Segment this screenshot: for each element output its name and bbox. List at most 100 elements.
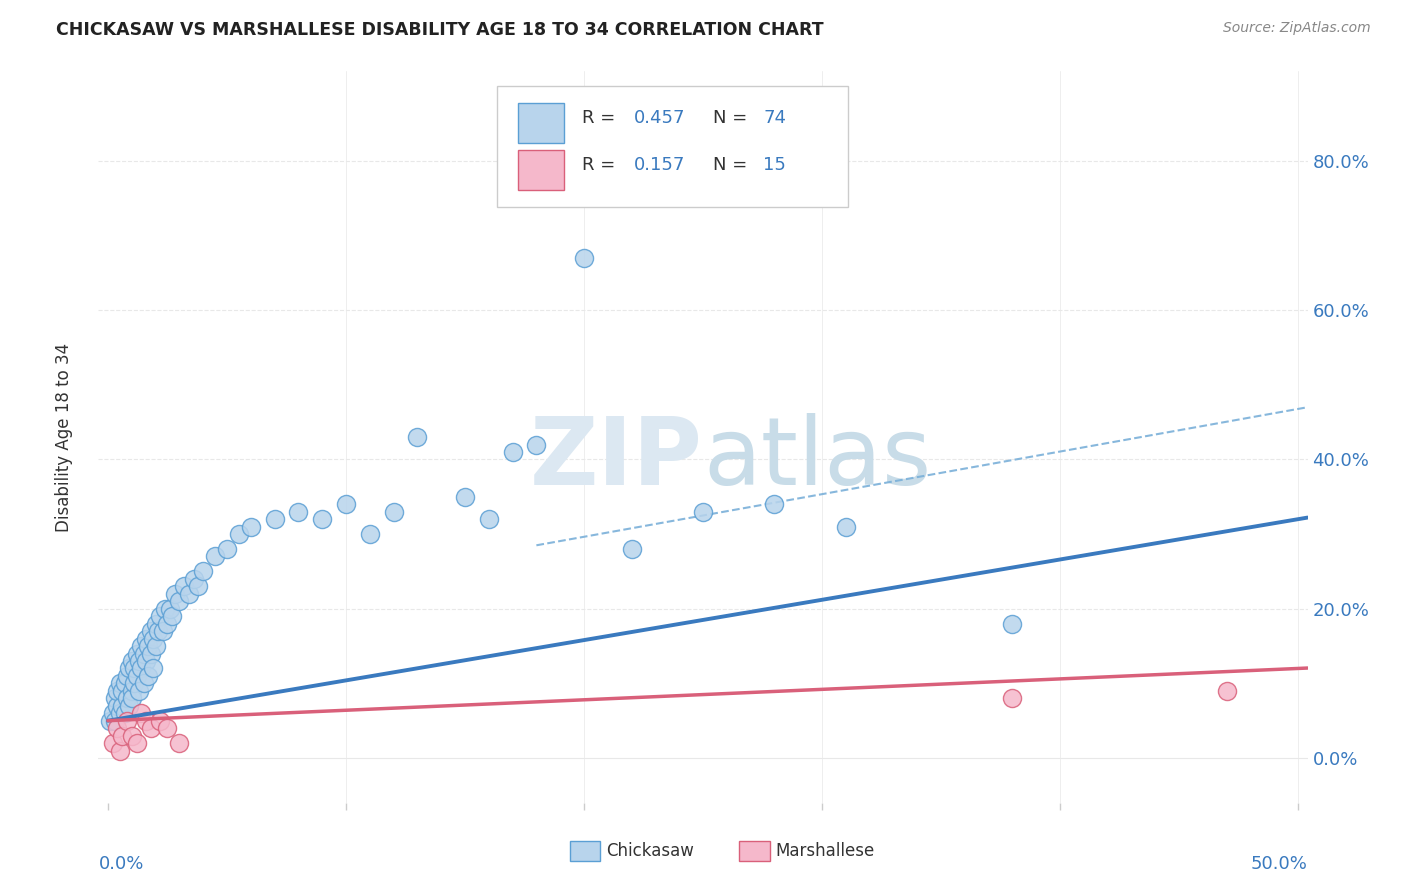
Point [359,527,381,541]
Point [145,639,167,653]
Point [121,729,143,743]
Point [108,706,131,721]
Point [152,624,174,639]
Point [145,616,167,631]
Point [101,706,124,721]
Point [159,601,181,615]
Point [132,647,155,661]
Point [138,669,160,683]
Point [169,594,191,608]
Point [129,639,152,653]
Point [149,609,172,624]
Point [153,601,176,615]
Point [454,490,477,504]
Point [1001,616,1024,631]
Text: CHICKASAW VS MARSHALLESE DISABILITY AGE 18 TO 34 CORRELATION CHART: CHICKASAW VS MARSHALLESE DISABILITY AGE … [56,21,824,38]
Point [156,616,179,631]
Point [121,683,143,698]
Point [187,579,209,593]
Point [142,632,165,646]
Point [135,632,157,646]
Point [228,527,250,541]
Point [135,654,157,668]
FancyBboxPatch shape [740,841,769,862]
Point [263,512,285,526]
Point [204,549,226,564]
Point [572,251,595,265]
Text: R =: R = [582,156,621,174]
Point [125,647,148,661]
Point [129,661,152,675]
Point [1001,691,1024,706]
Text: 0.0%: 0.0% [98,855,143,873]
Text: Marshallese: Marshallese [776,842,875,860]
Text: Source: ZipAtlas.com: Source: ZipAtlas.com [1223,21,1371,35]
Point [98,714,121,728]
Point [335,497,357,511]
Point [122,676,145,690]
Point [115,714,138,728]
Point [382,505,405,519]
Point [692,505,714,519]
Point [239,519,262,533]
Text: R =: R = [582,109,621,128]
Text: Chickasaw: Chickasaw [606,842,695,860]
Point [108,676,131,690]
Text: 15: 15 [763,156,786,174]
Point [138,639,160,653]
Point [107,721,129,735]
Point [139,647,162,661]
Point [121,654,143,668]
Point [111,683,134,698]
Point [111,698,134,713]
Point [107,683,129,698]
Point [160,609,183,624]
Point [142,661,165,675]
Point [173,579,195,593]
Point [125,736,148,750]
Point [114,676,136,690]
Point [149,714,172,728]
Point [191,565,214,579]
Point [835,519,858,533]
Point [177,587,200,601]
Text: atlas: atlas [703,413,931,505]
Point [620,542,643,557]
Text: 50.0%: 50.0% [1251,855,1308,873]
Point [125,669,148,683]
Point [524,437,547,451]
Point [122,661,145,675]
Point [135,714,157,728]
Point [478,512,501,526]
Point [146,624,169,639]
FancyBboxPatch shape [498,86,848,207]
Point [115,691,138,706]
Point [104,714,127,728]
Point [121,691,143,706]
Text: 0.157: 0.157 [634,156,686,174]
Point [763,497,786,511]
Point [107,698,129,713]
Point [115,669,138,683]
Point [128,683,150,698]
Text: 0.457: 0.457 [634,109,686,128]
Point [139,624,162,639]
Point [215,542,238,557]
Text: ZIP: ZIP [530,413,703,505]
Point [129,706,152,721]
Point [111,729,134,743]
Point [104,691,127,706]
Point [183,572,205,586]
Point [132,676,155,690]
Point [1215,683,1237,698]
FancyBboxPatch shape [569,841,600,862]
Point [287,505,309,519]
Point [169,736,191,750]
Point [139,721,162,735]
Point [108,743,131,757]
Text: 74: 74 [763,109,786,128]
Point [128,654,150,668]
Point [311,512,333,526]
Point [114,706,136,721]
Point [163,587,186,601]
